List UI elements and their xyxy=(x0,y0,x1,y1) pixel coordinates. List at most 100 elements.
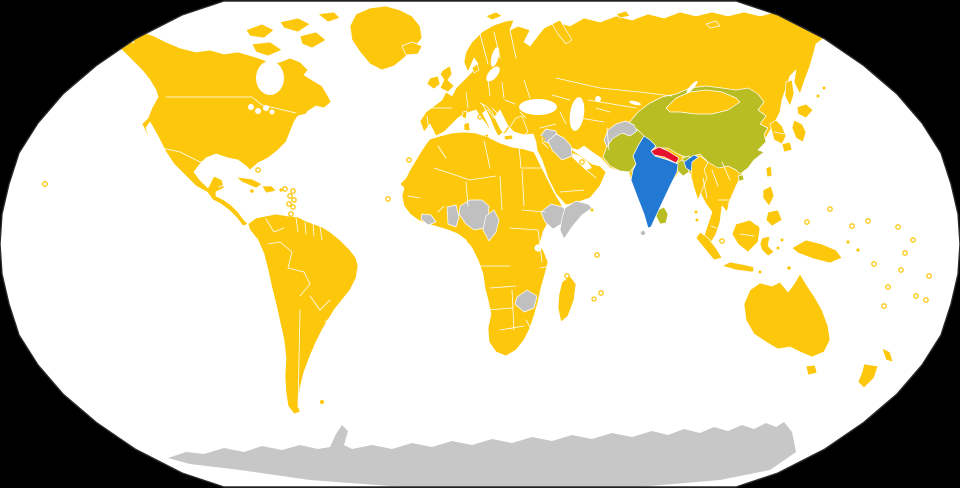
country-korea xyxy=(769,119,787,145)
ring-andorra xyxy=(443,109,449,115)
aral-sea xyxy=(595,96,601,102)
ring-san-marino xyxy=(479,107,485,113)
island-ring-mauritius xyxy=(598,290,604,296)
islet-puerto-rico xyxy=(279,188,283,192)
ring-fiji xyxy=(913,293,919,299)
ring-vatican xyxy=(477,114,483,120)
islet-kuril xyxy=(822,86,826,90)
persian-gulf xyxy=(572,153,592,170)
arctic-russian-islands xyxy=(485,10,721,45)
ring-nauru xyxy=(902,250,908,256)
indonesia-islands xyxy=(695,219,843,273)
islet-solomon xyxy=(856,248,860,252)
country-maldives-dot xyxy=(640,230,646,236)
islet-andaman xyxy=(694,210,698,214)
islet-bismarck xyxy=(846,240,850,244)
gray-countries xyxy=(420,120,646,313)
country-ghana xyxy=(446,204,460,228)
lake-balkhash xyxy=(629,100,641,106)
country-japan xyxy=(781,103,814,153)
great-lake xyxy=(255,108,261,114)
islet-falkland xyxy=(320,400,324,404)
ring-micronesia xyxy=(849,223,855,229)
country-antarctica xyxy=(168,422,796,487)
country-cameroon xyxy=(482,209,500,242)
islet-kuril xyxy=(816,94,820,98)
country-philippines xyxy=(762,185,783,227)
ring-tuvalu xyxy=(898,267,904,273)
ring-samoa xyxy=(926,273,932,279)
country-denmark xyxy=(471,63,480,74)
country-mongolia xyxy=(665,89,741,115)
country-iceland xyxy=(401,41,423,56)
country-nepal xyxy=(650,146,680,164)
gulf-of-bothnia xyxy=(490,47,500,67)
island-ring-trinidad xyxy=(288,211,294,217)
ring-kiribati xyxy=(910,237,916,243)
islet-andaman xyxy=(695,218,699,222)
islet-balearic xyxy=(446,120,450,124)
islet-moluccas xyxy=(780,238,784,242)
inland-seas xyxy=(156,47,698,252)
ring-new-caledonia xyxy=(881,303,887,309)
ring-micronesia xyxy=(865,218,871,224)
country-liberia xyxy=(420,213,437,226)
ring-monaco xyxy=(458,104,464,110)
hudson-bay xyxy=(256,61,284,95)
island-ring-cape-verde xyxy=(385,196,391,202)
mediterranean-islands xyxy=(461,110,514,143)
islet-moluccas xyxy=(776,246,780,250)
island-ring-hawaii xyxy=(41,180,49,188)
islet-socotra xyxy=(590,208,594,212)
sakhalin-island xyxy=(784,79,795,107)
country-somalia xyxy=(559,200,593,240)
antarctica-group xyxy=(168,422,796,487)
ring-brunei xyxy=(753,225,759,231)
country-afghanistan xyxy=(603,120,638,148)
caspian-sea xyxy=(569,97,585,131)
island-ring-antilles xyxy=(291,197,297,203)
country-taiwan xyxy=(765,165,773,178)
ring-tonga xyxy=(923,297,929,303)
ring-guam xyxy=(827,206,833,212)
country-greenland xyxy=(349,5,423,71)
country-zimbabwe xyxy=(514,289,538,313)
island-ring-sao-tome xyxy=(467,238,473,244)
island-ring-comoros xyxy=(564,273,570,279)
islet-sunda xyxy=(750,268,754,272)
country-border-lines xyxy=(161,29,785,409)
island-ring-antilles xyxy=(290,204,296,210)
hainan-island xyxy=(737,174,745,182)
ring-palau xyxy=(804,219,810,225)
island-ring-antilles xyxy=(290,188,296,194)
caribbean-islands xyxy=(235,176,277,194)
yellow-overlays xyxy=(665,89,741,201)
small-islets xyxy=(250,86,860,404)
country-iraq xyxy=(547,133,573,161)
islet-jamaica xyxy=(250,189,254,193)
island-ring-bahrain xyxy=(579,159,585,165)
country-new-zealand xyxy=(857,347,894,389)
islet-sunda xyxy=(758,270,762,274)
country-south-america xyxy=(247,213,359,415)
red-countries xyxy=(650,146,680,164)
island-ring-gambia xyxy=(406,199,412,205)
island-ring-antilles xyxy=(287,193,293,199)
great-lake xyxy=(248,104,254,110)
baltic-sea xyxy=(486,66,500,82)
island-ring-reunion xyxy=(591,296,597,302)
ring-liechtenstein xyxy=(474,96,480,102)
islet-timor xyxy=(787,266,791,270)
island-ring-cyprus xyxy=(529,127,535,133)
country-australia xyxy=(743,273,831,358)
ring-solomon xyxy=(871,261,877,267)
island-ring-antilles xyxy=(286,201,292,207)
ring-singapore xyxy=(719,238,725,244)
tasmania-island xyxy=(805,364,818,376)
ring-marshall xyxy=(895,224,901,230)
country-united-kingdom xyxy=(426,65,455,93)
country-china xyxy=(627,85,769,175)
